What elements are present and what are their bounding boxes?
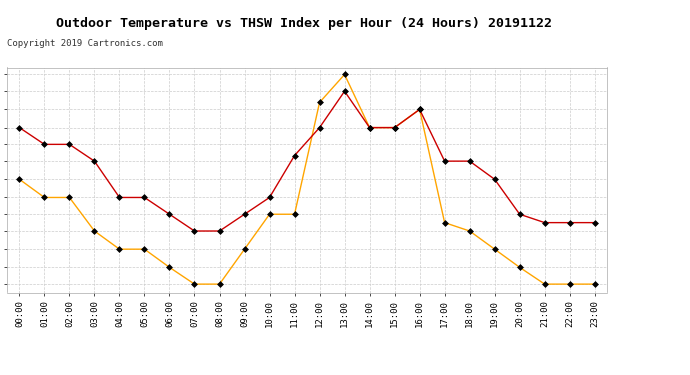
Text: Copyright 2019 Cartronics.com: Copyright 2019 Cartronics.com xyxy=(7,39,163,48)
Text: Outdoor Temperature vs THSW Index per Hour (24 Hours) 20191122: Outdoor Temperature vs THSW Index per Ho… xyxy=(56,17,551,30)
Text: THSW  (°F): THSW (°F) xyxy=(428,45,482,54)
Text: Temperature  (°F): Temperature (°F) xyxy=(486,45,577,54)
